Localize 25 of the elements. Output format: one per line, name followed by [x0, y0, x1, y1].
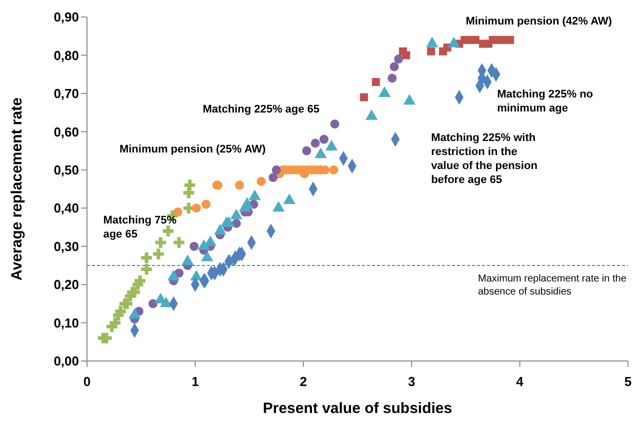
ref-line-label: Maximum replacement rate in the absence of subsidies — [478, 273, 627, 298]
x-tick-label: 2 — [300, 374, 308, 390]
y-tick-label: 0,40 — [54, 200, 79, 216]
y-tick-label: 0,90 — [54, 10, 79, 25]
note-text: Matching 225% age 65 — [202, 104, 320, 116]
x-tick-label: 3 — [408, 374, 416, 390]
y-tick-label: 0,80 — [54, 48, 79, 63]
x-tick-label: 1 — [192, 374, 199, 390]
note-text: Minimum pension (25% AW) — [119, 144, 266, 156]
y-tick-label: 0,50 — [54, 162, 79, 178]
y-tick-label: 0,10 — [54, 315, 79, 330]
x-tick-label: 4 — [516, 374, 524, 390]
x-axis-title: Present value of subsidies — [262, 400, 452, 417]
note-text: Minimum pension (42% AW) — [466, 16, 612, 28]
y-tick-label: 0,20 — [54, 277, 79, 292]
y-tick-label: 0,70 — [54, 86, 79, 102]
y-tick-label: 0,60 — [54, 124, 79, 140]
note-text: Matching 225% with restriction in the value of the pension before age 65 — [431, 132, 538, 186]
x-tick-label: 5 — [624, 374, 632, 390]
y-axis-title: Average replacement rate — [8, 98, 26, 280]
x-tick-label: 0 — [83, 374, 91, 390]
note-text: Matching 75% age 65 — [103, 214, 177, 240]
y-tick-label: 0,30 — [54, 238, 79, 254]
y-tick-label: 0,00 — [54, 354, 79, 369]
note-text: Matching 225% no minimum age — [497, 88, 594, 114]
